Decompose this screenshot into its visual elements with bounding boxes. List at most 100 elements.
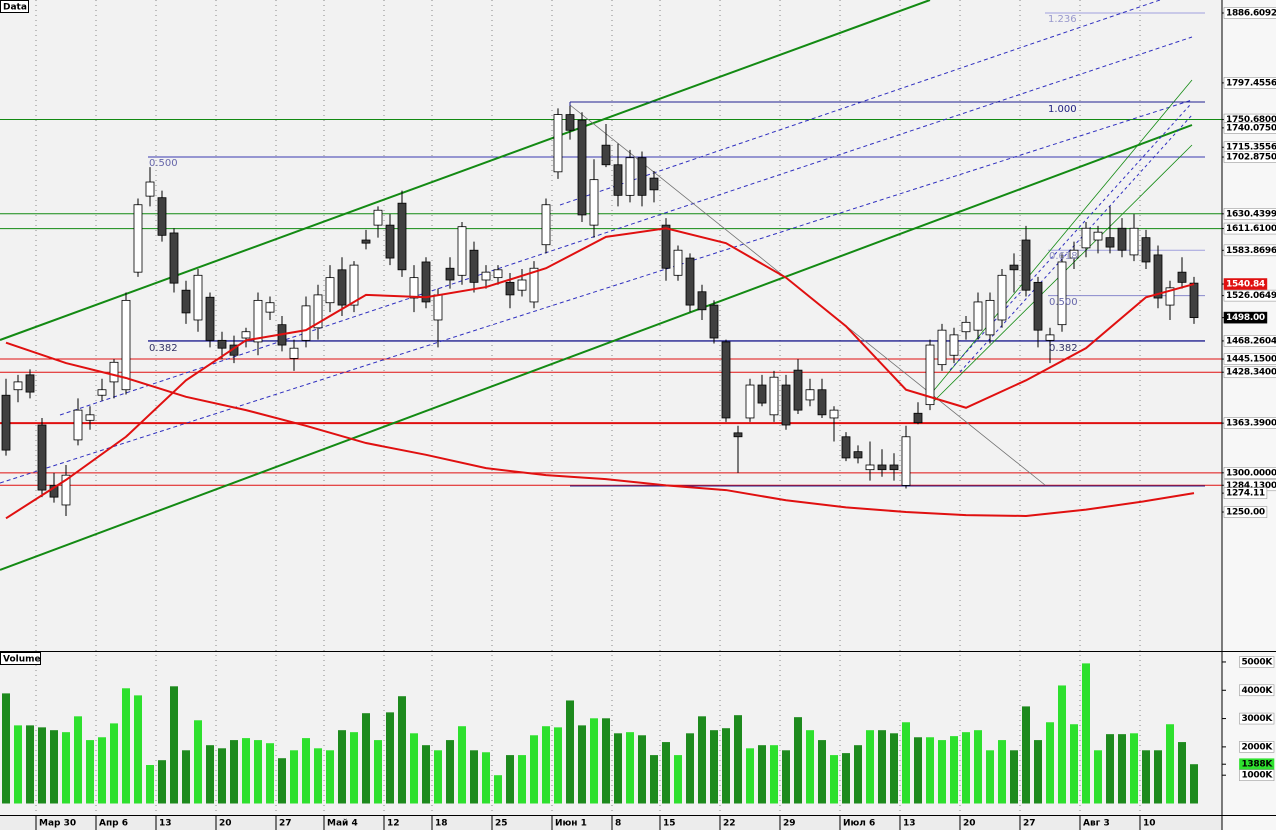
candle-body (985, 299, 995, 336)
x-tick-label: Авг 3 (1083, 819, 1110, 829)
candle-body (241, 331, 251, 339)
volume-bar (170, 686, 178, 804)
volume-bar (1154, 750, 1162, 804)
candle-body (769, 376, 779, 416)
panel-label-box (0, 0, 29, 13)
volume-bar (842, 753, 850, 804)
fib-label: 0.618 (1049, 251, 1078, 262)
candle-body (625, 157, 635, 196)
volume-bar (110, 723, 118, 804)
volume-bar (1190, 764, 1198, 804)
volume-bar (422, 745, 430, 804)
candle-body (433, 294, 443, 321)
candle-body (265, 302, 275, 313)
candle-body (121, 299, 131, 391)
volume-bar (74, 716, 82, 804)
candle-body (481, 271, 491, 281)
candle-body (865, 464, 875, 471)
volume-bar (206, 745, 214, 804)
moving-average (5, 227, 1195, 520)
x-tick-label: Июн 1 (555, 819, 587, 829)
volume-bar (314, 748, 322, 804)
volume-bar (578, 725, 586, 804)
y-tick-box (1223, 278, 1268, 290)
x-tick-label: 8 (615, 819, 621, 829)
volume-bar (1142, 750, 1150, 804)
candle-body (889, 464, 899, 471)
volume-bar (86, 740, 94, 804)
volume-bar (1058, 685, 1066, 804)
volume-bar (674, 755, 682, 804)
candle-body (997, 274, 1007, 321)
volume-bar (590, 718, 598, 804)
candle-body (937, 329, 947, 366)
trend-line (0, 0, 931, 341)
volume-bar (998, 740, 1006, 804)
volume-bar (326, 750, 334, 804)
candle-body (721, 341, 731, 419)
candle-body (1045, 334, 1055, 341)
candle-body (133, 204, 143, 273)
candle-body (313, 294, 323, 329)
volume-bar (554, 727, 562, 804)
candle-body (529, 267, 539, 303)
candle-body (85, 414, 95, 421)
volume-bar (758, 745, 766, 804)
x-tick-label: 12 (387, 819, 400, 829)
volume-bar (854, 745, 862, 804)
volume-bar (530, 735, 538, 804)
candle-body (145, 181, 155, 197)
volume-bar (926, 737, 934, 804)
candle-body (673, 249, 683, 276)
y-tick-label: 1630.4399 (1226, 209, 1276, 219)
volume-bar (302, 738, 310, 804)
candle-body (637, 157, 647, 196)
volume-bar (1070, 724, 1078, 804)
volume-bar (266, 743, 274, 804)
candle-body (397, 202, 407, 271)
candle-body (541, 204, 551, 246)
candle-body (61, 474, 71, 506)
x-tick-label: 18 (435, 819, 448, 829)
candle-body (781, 384, 791, 426)
candle-body (301, 305, 311, 341)
y-tick-box (1223, 506, 1268, 518)
candle-body (1105, 237, 1115, 248)
volume-bar (146, 765, 154, 804)
y-tick-label: 4000K (1241, 686, 1273, 696)
x-tick-label: Мар 30 (39, 819, 76, 829)
volume-bar (2, 693, 10, 804)
candle-body (565, 114, 575, 131)
volume-bar (38, 727, 46, 804)
volume-bar (374, 740, 382, 804)
volume-bar (1022, 706, 1030, 804)
x-tick-label: 27 (279, 819, 292, 829)
candle-body (1129, 227, 1139, 256)
volume-bar (806, 730, 814, 804)
y-tick-box (1223, 289, 1276, 302)
candle-body (913, 412, 923, 424)
volume-bar (386, 712, 394, 804)
y-tick-label: 1498.00 (1226, 313, 1265, 323)
candle-body (385, 224, 395, 259)
y-tick-box (1223, 311, 1268, 324)
volume-bar (962, 732, 970, 804)
candle-body (193, 274, 203, 321)
fib-label: 0.500 (149, 158, 178, 169)
candle-body (697, 291, 707, 311)
volume-bar (770, 745, 778, 804)
candle-body (1177, 271, 1187, 283)
volume-panel (0, 652, 1222, 815)
volume-bar (638, 735, 646, 804)
candle-body (649, 177, 659, 191)
y-tick-label: 1540.84 (1226, 280, 1265, 290)
volume-bar (362, 713, 370, 804)
volume-bar (50, 730, 58, 804)
volume-bar (230, 740, 238, 804)
candle-body (445, 267, 455, 281)
trend-line (959, 114, 1193, 373)
volume-bar (794, 717, 802, 804)
volume-bar (1118, 734, 1126, 804)
y-tick-box (1223, 417, 1276, 429)
y-tick-box (1223, 353, 1276, 365)
